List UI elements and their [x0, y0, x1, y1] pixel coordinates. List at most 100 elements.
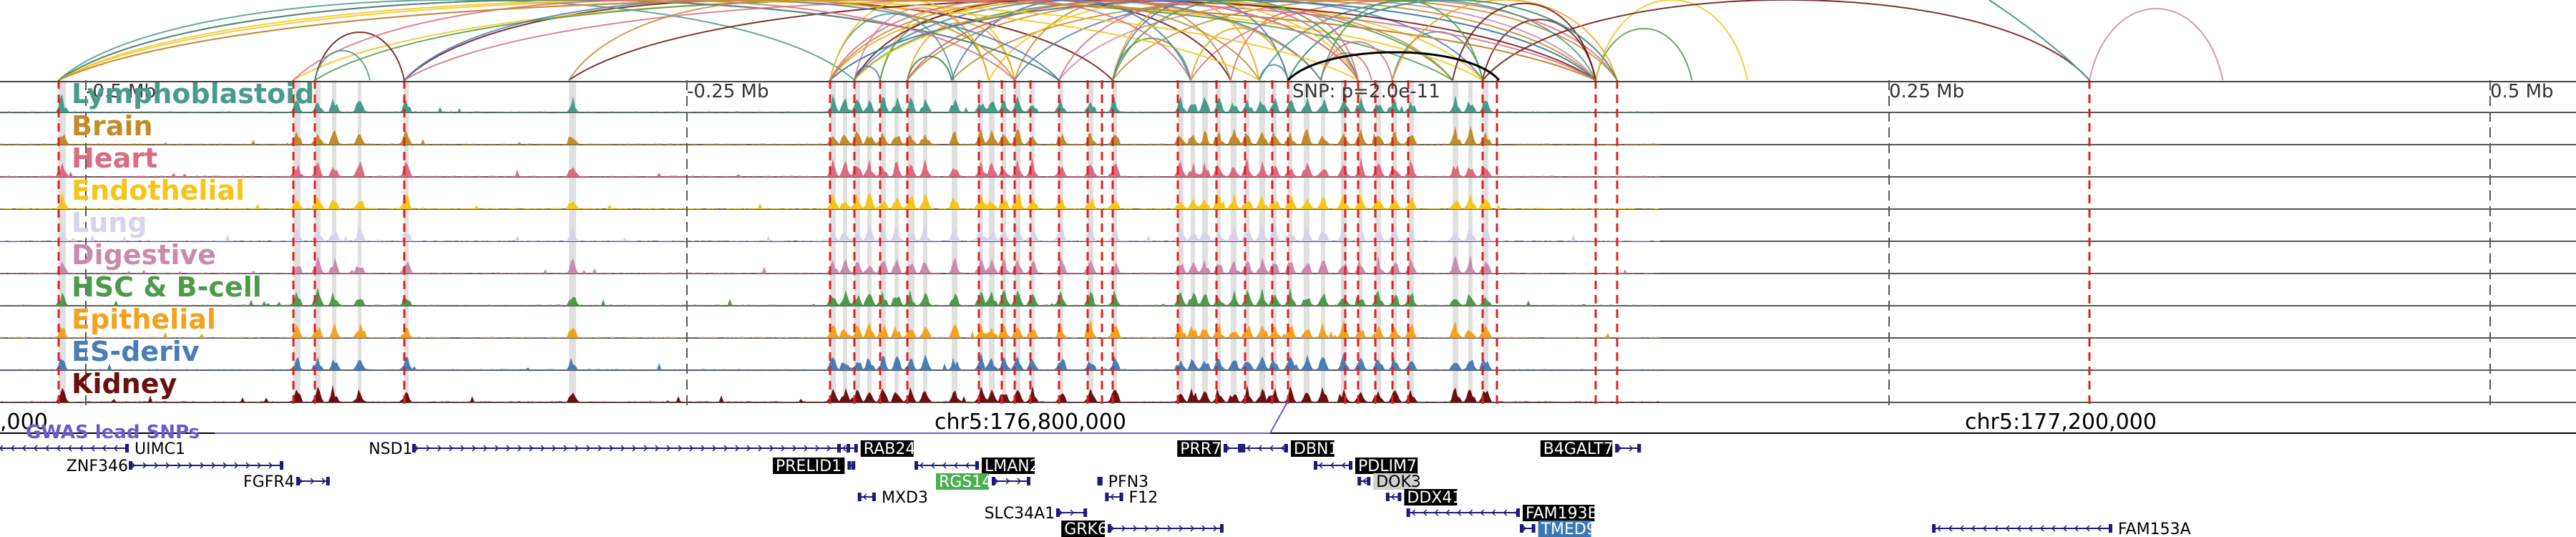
interaction-arc: [58, 0, 855, 81]
interaction-arc: [404, 0, 1060, 81]
strand-arrow: [67, 445, 72, 452]
interaction-arc: [879, 7, 1015, 81]
strand-arrow: [2074, 525, 2079, 532]
gene-pdlim7: PDLIM7: [1314, 458, 1418, 475]
interaction-arc: [1595, 27, 1693, 81]
exon: [1083, 508, 1088, 517]
interaction-arc: [854, 0, 1483, 81]
exon: [1615, 444, 1619, 453]
gene-ddx41: DDX41: [1385, 489, 1462, 507]
exon: [296, 477, 300, 485]
strand-arrow: [1058, 509, 1063, 516]
strand-arrow: [701, 445, 706, 452]
interaction-arc: [1287, 0, 1618, 81]
strand-arrow: [678, 445, 683, 452]
interaction-arc: [1320, 0, 1483, 81]
strand-arrow: [0, 445, 4, 452]
strand-arrow: [321, 478, 326, 485]
interaction-arc: [314, 49, 371, 81]
strand-arrow: [2062, 525, 2067, 532]
gene-label: ZNF346: [67, 458, 128, 475]
strand-arrow: [102, 445, 107, 452]
exon: [1520, 524, 1523, 533]
interaction-arc: [1452, 2, 1596, 81]
interaction-arc: [829, 0, 1191, 81]
exon: [1238, 444, 1242, 453]
gene-dok3: DOK3: [1357, 473, 1421, 491]
interaction-arc: [1287, 51, 1501, 82]
strand-arrow: [1445, 509, 1450, 516]
interaction-arc: [2089, 8, 2224, 81]
track-label: Lung: [72, 207, 147, 238]
exon: [1385, 493, 1390, 501]
signal-peaks: [0, 223, 1660, 241]
strand-arrow: [1491, 509, 1496, 516]
interaction-arc: [404, 0, 1113, 81]
gene-label: F12: [1129, 489, 1158, 507]
gene-label-box: [1355, 458, 1418, 474]
strand-arrow: [1190, 525, 1195, 532]
strand-arrow: [1522, 525, 1527, 532]
strand-arrow: [1070, 509, 1075, 516]
strand-arrow: [1213, 525, 1218, 532]
exon: [1637, 444, 1641, 453]
strand-arrow: [1017, 478, 1022, 485]
strand-arrow: [1457, 509, 1462, 516]
exon: [1027, 477, 1030, 485]
strand-arrow: [506, 445, 511, 452]
strand-arrow: [2028, 525, 2033, 532]
interaction-arc: [58, 0, 1260, 81]
interaction-arc: [1190, 0, 1618, 81]
gene-label: LMAN2: [985, 458, 1040, 475]
gene-label: SLC34A1: [985, 505, 1055, 523]
strand-arrow: [689, 445, 694, 452]
gene-pfn3: PFN3: [1097, 473, 1148, 491]
interaction-arc: [404, 0, 1596, 81]
exon: [1531, 524, 1536, 533]
strand-arrow: [597, 445, 602, 452]
strand-arrow: [426, 445, 431, 452]
interaction-arc: [1320, 41, 1393, 81]
interaction-arc: [879, 21, 990, 81]
exon: [125, 444, 129, 453]
gene-label: RGS14: [939, 473, 992, 491]
exon: [1108, 524, 1111, 533]
strand-arrow: [620, 445, 625, 452]
strand-arrow: [472, 445, 477, 452]
strand-arrow: [310, 478, 315, 485]
strand-arrow: [2039, 525, 2044, 532]
strand-arrow: [142, 462, 147, 469]
strand-arrow: [1133, 525, 1138, 532]
interaction-arc: [58, 0, 1596, 81]
strand-arrow: [44, 445, 49, 452]
exon: [1357, 477, 1362, 485]
strand-arrow: [723, 445, 728, 452]
strand-arrow: [942, 462, 947, 469]
gene-fgfr4: FGFR4: [243, 473, 330, 491]
strand-arrow: [712, 445, 717, 452]
gene-label-box: [1177, 440, 1221, 457]
exon: [914, 461, 918, 470]
coord-label: chr5:177,200,000: [1965, 410, 2157, 435]
exon: [1119, 493, 1123, 501]
strand-arrow: [529, 445, 534, 452]
gene-label: B4GALT7: [1543, 440, 1614, 458]
strand-arrow: [437, 445, 442, 452]
gene-label: NSD1: [369, 440, 412, 458]
strand-arrow: [781, 445, 786, 452]
strand-arrow: [792, 445, 797, 452]
ruler-tick-label: -0.25 Mb: [687, 81, 769, 102]
strand-arrow: [1629, 445, 1634, 452]
gene-label: UIMC1: [135, 440, 185, 458]
strand-arrow: [414, 445, 419, 452]
strand-arrow: [2016, 525, 2021, 532]
track-labels: LymphoblastoidBrainHeartEndothelialLungD…: [72, 78, 314, 400]
gene-slc34a1: SLC34A1: [985, 505, 1088, 523]
exon: [1314, 461, 1317, 470]
distance-ruler: SNP: p=2.0e-11 -0.5 Mb -0.25 Mb 0.25 Mb 0.5…: [0, 80, 2576, 408]
interaction-arc: [1392, 0, 1618, 81]
gene-fam153a: FAM153A: [1932, 521, 2191, 537]
track-label: ES-deriv: [72, 336, 200, 367]
strand-arrow: [1156, 525, 1161, 532]
gene-fam193b: FAM193B: [1406, 505, 1599, 523]
